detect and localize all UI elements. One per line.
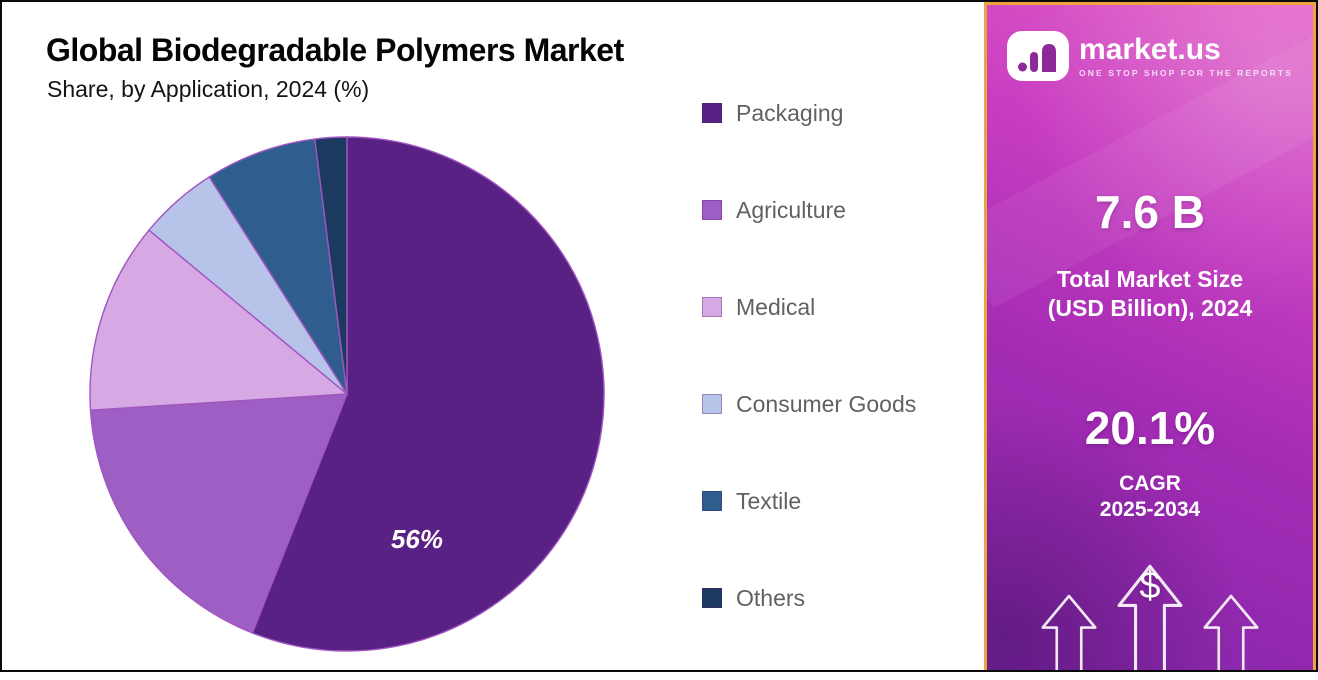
brand: market.us ONE STOP SHOP FOR THE REPORTS bbox=[987, 31, 1313, 81]
legend-label: Others bbox=[736, 584, 806, 611]
dollar-symbol: $ bbox=[1139, 565, 1161, 607]
up-arrow-icon bbox=[1041, 594, 1097, 670]
cagr-value: 20.1% bbox=[1084, 401, 1216, 454]
cagr-label-line1: CAGR bbox=[1119, 471, 1181, 495]
pie-slice-packaging bbox=[251, 136, 605, 652]
pie-slice-percentage-label: 56% bbox=[391, 524, 443, 554]
legend-swatch-agriculture bbox=[702, 200, 722, 220]
market-size-value: 7.6 B bbox=[1095, 186, 1205, 238]
legend-item-packaging: Packaging bbox=[702, 98, 916, 128]
cagr-label: CAGR 2025-2034 bbox=[987, 471, 1313, 524]
legend-label: Packaging bbox=[736, 99, 844, 126]
brand-tagline: ONE STOP SHOP FOR THE REPORTS bbox=[1079, 68, 1293, 79]
growth-arrows bbox=[987, 564, 1313, 670]
legend-item-textile: Textile bbox=[702, 486, 916, 516]
legend-label: Consumer Goods bbox=[736, 390, 917, 417]
pie-chart: 56% bbox=[89, 136, 605, 652]
marketus-logo-glyph bbox=[1018, 44, 1057, 72]
cagr-label-line2: 2025-2034 bbox=[1099, 497, 1201, 521]
market-size-label: Total Market Size (USD Billion), 2024 bbox=[987, 265, 1313, 323]
legend-swatch-textile bbox=[702, 491, 722, 511]
chart-section: Global Biodegradable Polymers Market Sha… bbox=[2, 2, 984, 670]
pie-slice-others bbox=[314, 136, 348, 395]
legend-label: Medical bbox=[736, 293, 816, 320]
legend-swatch-medical bbox=[702, 297, 722, 317]
legend-item-others: Others bbox=[702, 583, 916, 613]
legend-item-medical: Medical bbox=[702, 292, 916, 322]
brand-panel: market.us ONE STOP SHOP FOR THE REPORTS … bbox=[984, 2, 1316, 670]
marketus-logo-icon bbox=[1007, 31, 1070, 81]
legend-label: Agriculture bbox=[736, 196, 846, 223]
brand-name: market.us bbox=[1079, 32, 1221, 66]
pie-slice-textile bbox=[208, 138, 348, 395]
legend-swatch-others bbox=[702, 588, 722, 608]
pie-slice-agriculture bbox=[89, 393, 349, 634]
legend-item-consumer-goods: Consumer Goods bbox=[702, 389, 916, 419]
legend: Packaging Agriculture Medical Consumer G… bbox=[702, 98, 916, 680]
up-arrow-icon bbox=[1203, 594, 1259, 670]
brand-text: market.us ONE STOP SHOP FOR THE REPORTS bbox=[1079, 34, 1293, 79]
pie-slice-medical bbox=[89, 229, 349, 411]
page-subtitle: Share, by Application, 2024 (%) bbox=[47, 76, 370, 102]
market-size-label-line2: (USD Billion), 2024 bbox=[1047, 294, 1253, 321]
page-title: Global Biodegradable Polymers Market bbox=[46, 32, 624, 68]
legend-item-agriculture: Agriculture bbox=[702, 195, 916, 225]
legend-swatch-consumer-goods bbox=[702, 394, 722, 414]
legend-label: Textile bbox=[736, 487, 802, 514]
legend-swatch-packaging bbox=[702, 103, 722, 123]
up-arrow-icon bbox=[1117, 564, 1183, 670]
market-size-label-line1: Total Market Size bbox=[1056, 266, 1244, 292]
